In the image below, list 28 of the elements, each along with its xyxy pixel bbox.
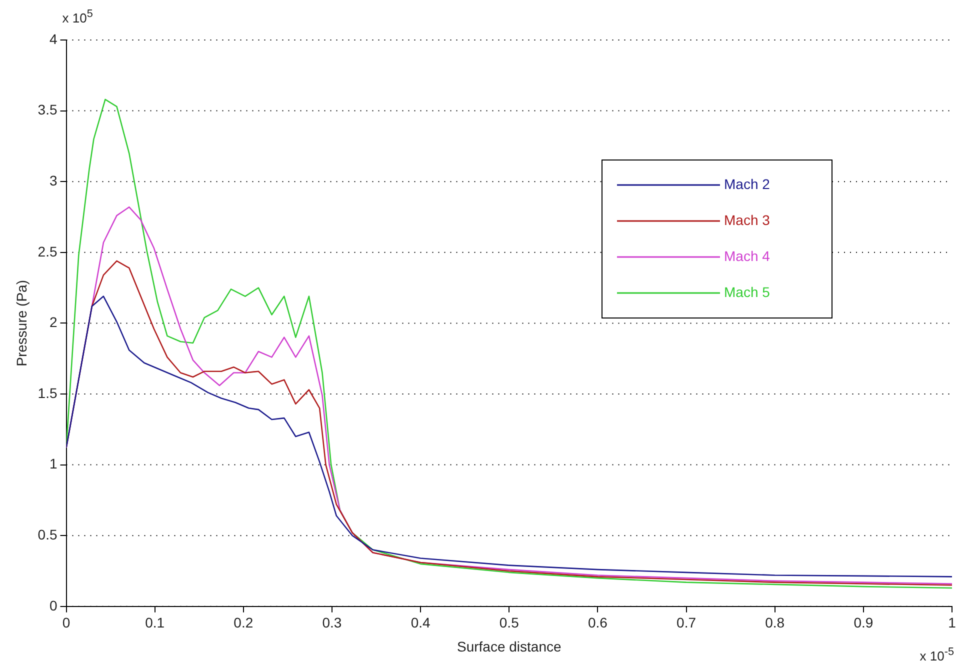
x-axis-title: Surface distance [456, 638, 562, 654]
y-tick-label: 3.5 [38, 102, 58, 118]
x-tick-label: 0.9 [854, 614, 874, 631]
y-tick-label: 2 [49, 314, 58, 330]
x-tick-label: 0.3 [322, 614, 342, 631]
text: Mach 2 [724, 176, 770, 192]
y-tick-label: 0 [49, 597, 58, 614]
y-axis-title: Pressure (Pa) [13, 280, 30, 366]
x-tick-label: 1 [948, 614, 956, 631]
y-tick-label: 1 [49, 456, 58, 472]
y-tick-label: 2.5 [38, 243, 58, 260]
text: Mach 5 [724, 284, 770, 300]
x-tick-label: 0.5 [499, 614, 520, 631]
text: Mach 3 [724, 212, 770, 228]
y-tick-label: 3 [49, 172, 58, 188]
x-tick-label: 0.1 [145, 614, 165, 631]
x-tick-label: 0 [62, 614, 70, 631]
x-tick-label: 0.7 [676, 614, 696, 631]
y-tick-label: 0.5 [38, 526, 58, 542]
y-tick-label: 4 [49, 30, 58, 47]
text: x 10$^{5}$ [62, 8, 93, 26]
x-tick-label: 0.8 [765, 614, 785, 631]
x-tick-label: 0.6 [588, 614, 608, 631]
x-tick-label: 0.2 [234, 614, 254, 631]
text: x 10$^{-5}$ [920, 646, 954, 664]
y-tick-label: 1.5 [38, 384, 58, 401]
x-tick-label: 0.4 [410, 614, 430, 631]
text: Mach 4 [724, 248, 770, 264]
